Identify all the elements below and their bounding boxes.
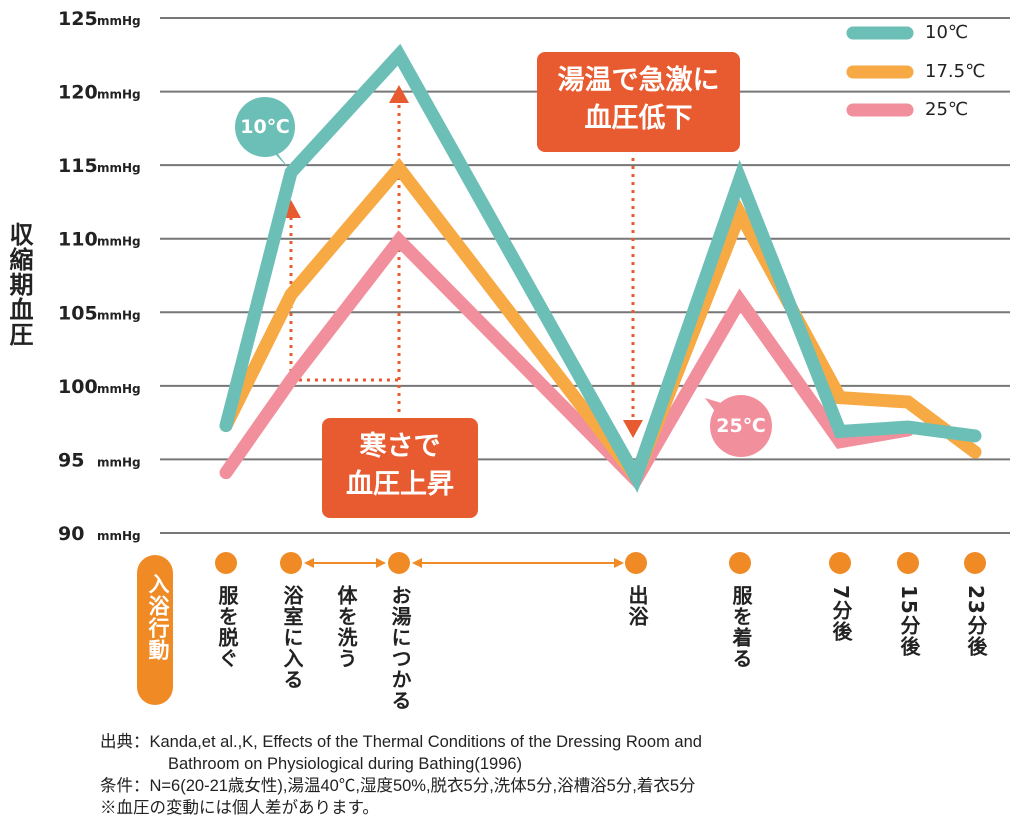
x-category-label: 15分後 [897,585,921,657]
annotation-text: 血圧上昇 [346,469,454,500]
footer-note: ※血圧の変動には個人差があります。 [100,799,379,817]
y-axis-label: 収縮期血圧 [5,222,33,347]
x-marker-dot [729,552,751,574]
y-tick-unit: mmHg [97,161,141,175]
y-tick-unit: mmHg [97,308,141,322]
arrow-up-icon [389,85,409,103]
bubble-25c: 25℃ [710,395,772,457]
y-tick-unit: mmHg [97,455,141,469]
bubble-10c: 10℃ [235,97,295,157]
y-tick-unit: mmHg [97,88,141,102]
y-tick-label: 110 [58,229,98,251]
x-category-label: 服を脱ぐ [215,585,239,669]
arrow-left-icon [412,558,422,568]
annotation-text: 寒さで [359,431,441,462]
y-tick-label: 120 [58,82,98,104]
footer-source-cont: Bathroom on Physiological during Bathing… [168,755,523,773]
arrow-right-icon [376,558,386,568]
arrow-left-icon [304,558,314,568]
y-tick-label: 90 [58,523,84,545]
x-category-label: 出浴 [625,585,649,627]
y-tick-label: 95 [58,449,84,471]
y-tick-unit: mmHg [97,382,141,396]
x-marker-dot [625,552,647,574]
footer-conditions: 条件：N=6(20-21歳女性),湯温40℃,湿度50%,脱衣5分,洗体5分,浴… [100,777,696,795]
y-tick-unit: mmHg [97,235,141,249]
footer-source: 出典：Kanda,et al.,K, Effects of the Therma… [100,733,702,751]
x-category-label: 服を着る [729,585,753,669]
x-marker-dot [829,552,851,574]
x-marker-dot [897,552,919,574]
x-category-label: お湯につかる [388,585,412,711]
annotation-text: 湯温で急激に [557,65,720,96]
x-marker-dot [388,552,410,574]
x-marker-dot [964,552,986,574]
annotation-cold-rise: 寒さで 血圧上昇 [322,418,478,518]
x-marker-dot [280,552,302,574]
x-axis-title-pill: 入浴行動 [137,555,173,705]
x-axis-title: 入浴行動 [146,573,170,661]
series-line-10℃ [219,43,982,493]
y-tick-label: 100 [58,376,98,398]
legend-17-5c: 17.5℃ [925,61,986,82]
y-tick-label: 125 [58,8,98,30]
y-tick-unit: mmHg [97,14,141,28]
x-category-label: 浴室に入る [280,585,304,690]
arrow-right-icon [614,558,624,568]
x-category-label: 23分後 [964,585,988,657]
x-category-label: 7分後 [829,585,853,642]
y-tick-unit: mmHg [97,529,141,543]
annotation-text: 血圧低下 [584,103,693,134]
legend-25c: 25℃ [925,99,969,120]
x-marker-dot [215,552,237,574]
legend-10c: 10℃ [925,22,969,43]
annotation-bath-drop: 湯温で急激に 血圧低下 [537,52,740,152]
y-tick-label: 115 [58,155,98,177]
arrow-down-icon [623,420,643,438]
y-tick-label: 105 [58,302,98,324]
x-category-label: 体を洗う [334,585,358,669]
